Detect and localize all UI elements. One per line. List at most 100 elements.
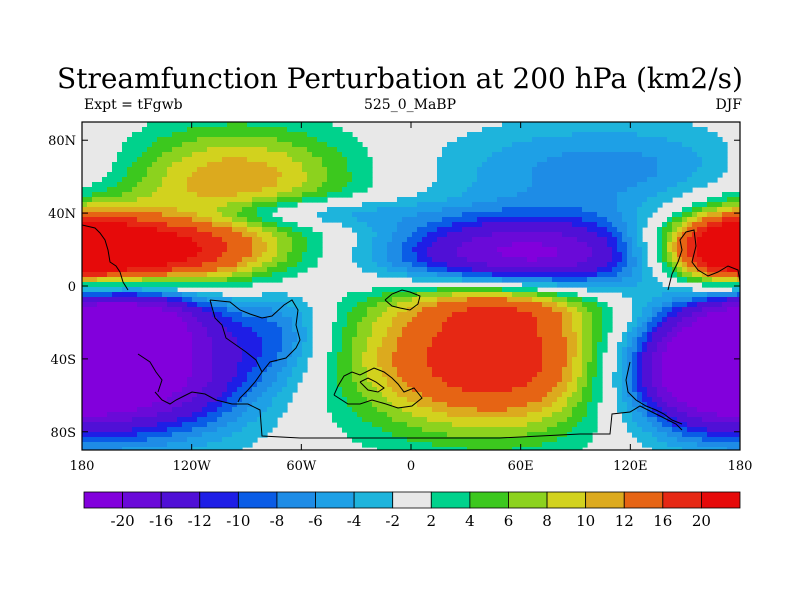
field-cell: [127, 282, 133, 288]
field-cell: [137, 157, 143, 163]
field-cell: [172, 327, 178, 333]
field-cell: [97, 322, 103, 328]
field-cell: [167, 297, 173, 303]
field-cell: [112, 227, 118, 233]
field-cell: [607, 287, 613, 293]
field-cell: [462, 192, 468, 198]
field-cell: [307, 167, 313, 173]
field-cell: [442, 327, 448, 333]
field-cell: [347, 317, 353, 323]
field-cell: [577, 127, 583, 133]
field-cell: [282, 252, 288, 258]
field-cell: [437, 202, 443, 208]
field-cell: [582, 237, 588, 243]
field-cell: [522, 177, 528, 183]
field-cell: [147, 157, 153, 163]
field-cell: [387, 217, 393, 223]
field-cell: [157, 217, 163, 223]
field-cell: [97, 332, 103, 338]
field-cell: [262, 147, 268, 153]
field-cell: [207, 312, 213, 318]
field-cell: [677, 172, 683, 178]
field-cell: [507, 172, 513, 178]
field-cell: [242, 167, 248, 173]
field-cell: [477, 292, 483, 298]
field-cell: [182, 247, 188, 253]
field-cell: [572, 292, 578, 298]
field-cell: [362, 222, 368, 228]
field-cell: [632, 142, 638, 148]
field-cell: [417, 337, 423, 343]
field-cell: [457, 167, 463, 173]
field-cell: [582, 192, 588, 198]
field-cell: [222, 332, 228, 338]
field-cell: [312, 147, 318, 153]
field-cell: [527, 122, 533, 128]
field-cell: [432, 297, 438, 303]
field-cell: [632, 162, 638, 168]
field-cell: [162, 287, 168, 293]
field-cell: [557, 157, 563, 163]
field-cell: [322, 132, 328, 138]
field-cell: [352, 152, 358, 158]
field-cell: [722, 247, 728, 253]
field-cell: [472, 322, 478, 328]
field-cell: [137, 267, 143, 273]
field-cell: [672, 262, 678, 268]
field-cell: [132, 182, 138, 188]
field-cell: [232, 322, 238, 328]
field-cell: [102, 327, 108, 333]
field-cell: [272, 122, 278, 128]
field-cell: [612, 182, 618, 188]
field-cell: [377, 252, 383, 258]
field-cell: [432, 207, 438, 213]
field-cell: [632, 227, 638, 233]
field-cell: [632, 187, 638, 193]
field-cell: [607, 322, 613, 328]
field-cell: [717, 297, 723, 303]
field-cell: [527, 272, 533, 278]
field-cell: [92, 342, 98, 348]
field-cell: [662, 297, 668, 303]
field-cell: [92, 317, 98, 323]
field-cell: [637, 332, 643, 338]
field-cell: [92, 327, 98, 333]
field-cell: [127, 187, 133, 193]
field-cell: [522, 317, 528, 323]
field-cell: [402, 287, 408, 293]
field-cell: [252, 172, 258, 178]
field-cell: [647, 212, 653, 218]
field-cell: [487, 252, 493, 258]
field-cell: [342, 167, 348, 173]
field-cell: [157, 157, 163, 163]
field-cell: [347, 327, 353, 333]
field-cell: [402, 317, 408, 323]
field-cell: [152, 167, 158, 173]
field-cell: [132, 197, 138, 203]
field-cell: [137, 177, 143, 183]
field-cell: [497, 252, 503, 258]
field-cell: [167, 327, 173, 333]
field-cell: [687, 257, 693, 263]
field-cell: [367, 307, 373, 313]
field-cell: [412, 242, 418, 248]
field-cell: [472, 297, 478, 303]
field-cell: [637, 297, 643, 303]
field-cell: [667, 272, 673, 278]
field-cell: [372, 222, 378, 228]
field-cell: [332, 142, 338, 148]
field-cell: [652, 192, 658, 198]
field-cell: [662, 312, 668, 318]
field-cell: [222, 307, 228, 313]
field-cell: [377, 307, 383, 313]
field-cell: [267, 322, 273, 328]
field-cell: [722, 202, 728, 208]
field-cell: [207, 227, 213, 233]
field-cell: [472, 277, 478, 283]
field-cell: [582, 312, 588, 318]
field-cell: [602, 182, 608, 188]
field-cell: [152, 227, 158, 233]
field-cell: [87, 317, 93, 323]
field-cell: [222, 202, 228, 208]
field-cell: [622, 332, 628, 338]
